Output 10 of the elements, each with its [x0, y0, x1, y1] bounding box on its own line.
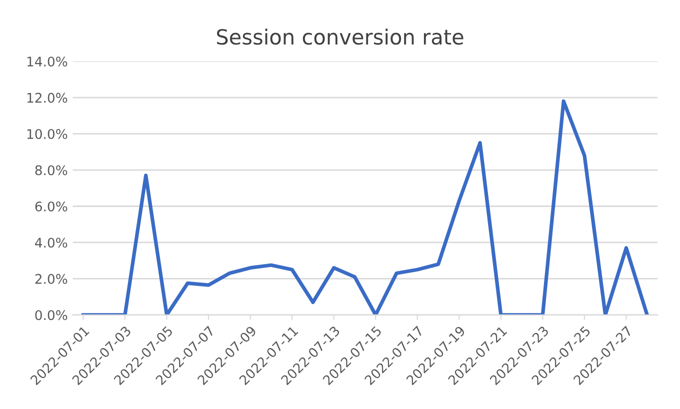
y-tick-label: 0.0% — [35, 310, 68, 320]
y-tick-label: 8.0% — [35, 165, 68, 176]
y-tick-label: 14.0% — [27, 56, 68, 67]
y-tick-label: 12.0% — [27, 92, 68, 103]
y-tick-label: 6.0% — [35, 201, 68, 212]
y-tick-label: 10.0% — [27, 129, 68, 139]
line-series — [81, 99, 649, 315]
y-tick-label: 2.0% — [35, 274, 68, 284]
chart-title: Session conversion rate — [216, 28, 464, 45]
y-tick-label: 4.0% — [35, 238, 68, 248]
